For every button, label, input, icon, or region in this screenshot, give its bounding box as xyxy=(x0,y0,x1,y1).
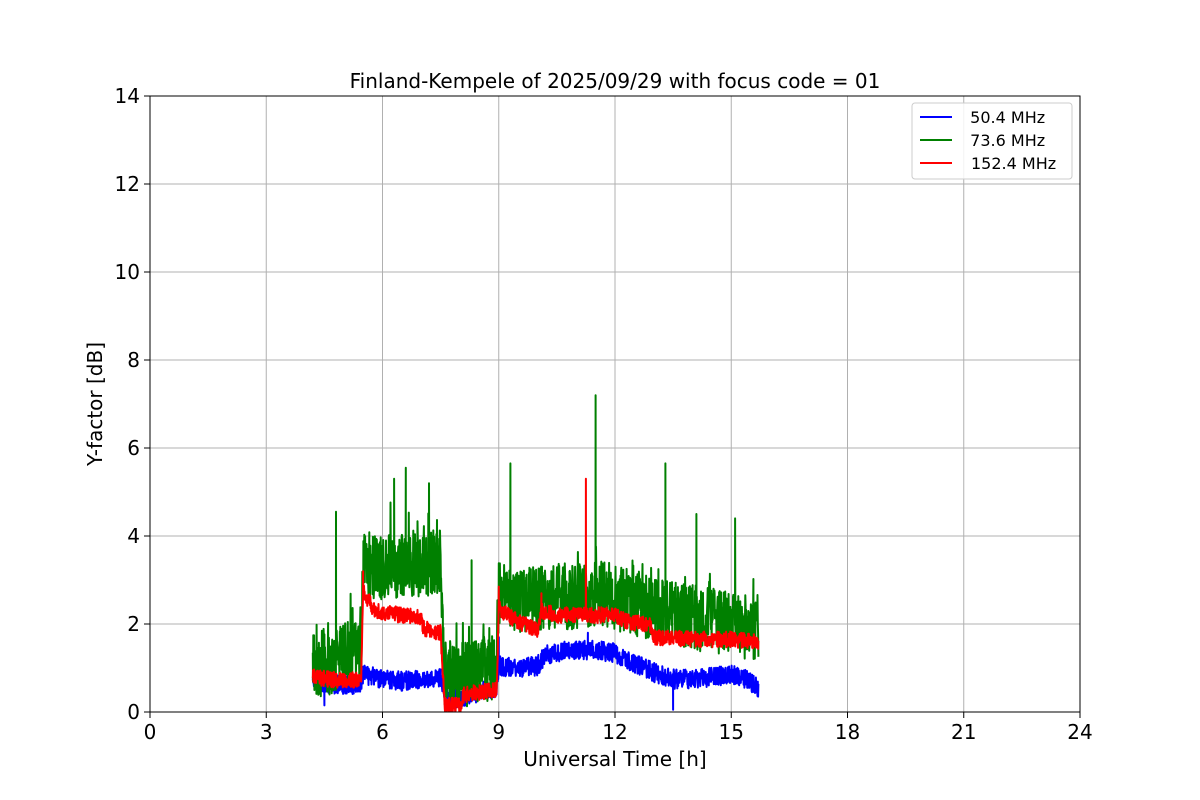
legend-label-50-4-mhz: 50.4 MHz xyxy=(960,108,1045,127)
series-line-73-6-mhz xyxy=(311,394,760,709)
x-tick-label: 21 xyxy=(951,720,976,744)
chart-title: Finland-Kempele of 2025/09/29 with focus… xyxy=(350,69,881,93)
y-tick-label: 10 xyxy=(115,260,140,284)
x-tick-label: 15 xyxy=(719,720,744,744)
series-line-50-4-mhz xyxy=(311,631,760,711)
legend-label-73-6-mhz: 73.6 MHz xyxy=(960,131,1045,150)
legend-label-152-4-mhz: 152.4 MHz xyxy=(971,154,1056,173)
legend: 50.4 MHz 73.6 MHz 152.4 MHz xyxy=(911,102,1073,180)
legend-box xyxy=(911,102,1073,180)
series-line-152-4-mhz xyxy=(311,477,760,713)
x-tick-label: 3 xyxy=(260,720,273,744)
y-tick-label: 4 xyxy=(127,524,140,548)
x-tick-label: 9 xyxy=(492,720,505,744)
x-tick-label: 18 xyxy=(835,720,860,744)
x-tick-label: 12 xyxy=(602,720,627,744)
y-tick-label: 14 xyxy=(115,84,140,108)
x-tick-label: 6 xyxy=(376,720,389,744)
y-tick-label: 6 xyxy=(127,436,140,460)
y-axis-label: Y-factor [dB] xyxy=(83,342,107,467)
x-tick-label: 0 xyxy=(144,720,157,744)
y-tick-label: 2 xyxy=(127,612,140,636)
series-layer xyxy=(311,394,760,713)
x-axis-label: Universal Time [h] xyxy=(523,747,706,771)
y-tick-label: 8 xyxy=(127,348,140,372)
x-tick-label: 24 xyxy=(1067,720,1092,744)
y-tick-label: 12 xyxy=(115,172,140,196)
y-tick-label: 0 xyxy=(127,700,140,724)
